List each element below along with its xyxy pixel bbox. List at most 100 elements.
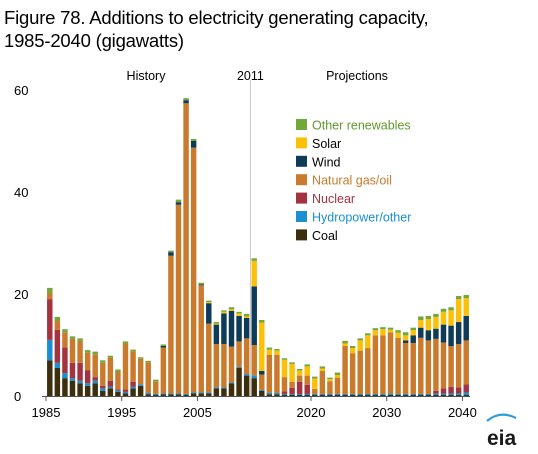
bar-hydropower-other-1998 (145, 392, 151, 395)
chart-title: Figure 78. Additions to electricity gene… (4, 6, 429, 52)
bar-hydropower-other-2020 (312, 393, 318, 395)
bar-other-renewables-2011 (243, 313, 250, 317)
bar-other-renewables-2035 (425, 315, 432, 319)
bar-hydropower-other-2040 (463, 392, 469, 395)
legend-swatch-nuclear (296, 192, 307, 204)
bar-coal-2011 (243, 375, 250, 396)
bar-hydropower-other-2025 (349, 393, 356, 395)
bar-hydropower-other-2026 (357, 393, 363, 395)
bar-natural-gas-oil-2038 (448, 346, 454, 387)
bar-coal-1988 (69, 380, 76, 396)
bar-other-renewables-2021 (319, 366, 326, 369)
bar-solar-2028 (372, 330, 379, 336)
bar-other-renewables-2001 (168, 250, 174, 253)
bar-coal-1991 (92, 383, 98, 396)
bar-coal-2012 (251, 378, 257, 396)
bar-nuclear-1987 (62, 347, 68, 374)
bar-other-renewables-2024 (342, 340, 348, 344)
bar-natural-gas-oil-1998 (145, 362, 151, 393)
bar-natural-gas-oil-2033 (410, 342, 416, 394)
bar-solar-2022 (327, 379, 333, 382)
bar-natural-gas-oil-2032 (402, 342, 409, 394)
chart-title-line-1: Figure 78. Additions to electricity gene… (4, 7, 429, 28)
bar-other-renewables-2013 (259, 320, 265, 323)
bar-hydropower-other-1999 (153, 393, 159, 395)
bar-other-renewables-1999 (153, 379, 159, 382)
bar-other-renewables-2037 (440, 308, 447, 312)
x-tick-label-2040: 2040 (448, 405, 477, 420)
bar-coal-2004 (190, 393, 197, 396)
bar-hydropower-other-1996 (130, 386, 136, 389)
bar-other-renewables-2040 (463, 295, 469, 299)
bar-hydropower-other-2000 (160, 393, 167, 395)
legend-label-wind: Wind (312, 155, 341, 169)
bar-solar-2011 (243, 316, 250, 318)
bar-hydropower-other-2013 (259, 389, 265, 391)
y-tick-label-40: 40 (14, 185, 28, 200)
bar-hydropower-other-2028 (372, 393, 379, 395)
bar-other-renewables-2010 (236, 311, 242, 314)
bar-natural-gas-oil-2006 (206, 323, 212, 393)
bar-hydropower-other-2037 (440, 393, 447, 395)
bar-natural-gas-oil-2012 (251, 345, 257, 376)
bar-hydropower-other-2002 (175, 393, 182, 395)
bar-nuclear-2016 (281, 391, 288, 394)
bar-natural-gas-oil-2014 (266, 354, 273, 393)
legend-swatch-natural-gas-oil (296, 174, 307, 186)
bar-nuclear-2019 (304, 384, 310, 394)
bar-coal-1998 (145, 394, 151, 396)
bar-solar-2030 (387, 329, 394, 333)
bar-coal-2029 (380, 394, 386, 396)
bar-hydropower-other-2007 (213, 387, 220, 389)
bar-coal-2002 (175, 394, 182, 396)
bar-wind-2005 (198, 284, 204, 286)
bar-solar-2021 (319, 368, 326, 372)
bar-natural-gas-oil-2039 (455, 343, 462, 388)
bar-other-renewables-2038 (448, 307, 454, 311)
bar-natural-gas-oil-2029 (380, 335, 386, 394)
bar-natural-gas-oil-2031 (395, 337, 401, 394)
bar-nuclear-1989 (77, 362, 83, 381)
bar-other-renewables-2006 (206, 300, 212, 303)
bar-natural-gas-oil-2016 (281, 377, 288, 392)
bar-hydropower-other-2017 (289, 393, 295, 395)
bar-solar-2024 (342, 343, 348, 347)
bar-other-renewables-1987 (62, 329, 68, 333)
bar-other-renewables-1991 (92, 351, 98, 355)
x-tick-label-1985: 1985 (32, 405, 61, 420)
bar-coal-2030 (387, 394, 394, 396)
bar-solar-2023 (334, 375, 341, 378)
bar-hydropower-other-2023 (334, 393, 341, 395)
bar-nuclear-2038 (448, 386, 454, 394)
bar-natural-gas-oil-2035 (425, 340, 432, 394)
bar-coal-2020 (312, 394, 318, 396)
y-tick-label-60: 60 (14, 83, 28, 98)
bar-nuclear-2039 (455, 387, 462, 394)
legend-label-hydropower-other: Hydropower/other (312, 211, 411, 225)
bar-wind-2033 (410, 335, 416, 343)
bar-coal-2016 (281, 394, 288, 396)
bar-nuclear-1985 (47, 299, 53, 340)
bar-natural-gas-oil-1999 (153, 381, 159, 394)
bar-other-renewables-2034 (418, 316, 424, 321)
bar-solar-2040 (463, 298, 469, 316)
bar-solar-2027 (365, 335, 371, 349)
bar-natural-gas-oil-2015 (274, 354, 280, 393)
bar-coal-2007 (213, 388, 220, 396)
bar-nuclear-1991 (92, 377, 98, 381)
bar-solar-2013 (259, 322, 265, 372)
bar-solar-2006 (206, 302, 212, 304)
bar-solar-2034 (418, 320, 424, 328)
bar-natural-gas-oil-2000 (160, 347, 167, 394)
bar-coal-2008 (221, 388, 227, 396)
bar-natural-gas-oil-2022 (327, 381, 333, 394)
bar-wind-2010 (236, 315, 242, 342)
bar-coal-2009 (228, 383, 235, 396)
bar-wind-2034 (418, 327, 424, 338)
bar-nuclear-2037 (440, 388, 447, 394)
bar-other-renewables-2005 (198, 282, 204, 285)
bar-other-renewables-2033 (410, 327, 416, 331)
eia-logo-arc (486, 413, 517, 422)
bar-wind-2007 (213, 324, 220, 344)
bar-other-renewables-2007 (213, 322, 220, 324)
